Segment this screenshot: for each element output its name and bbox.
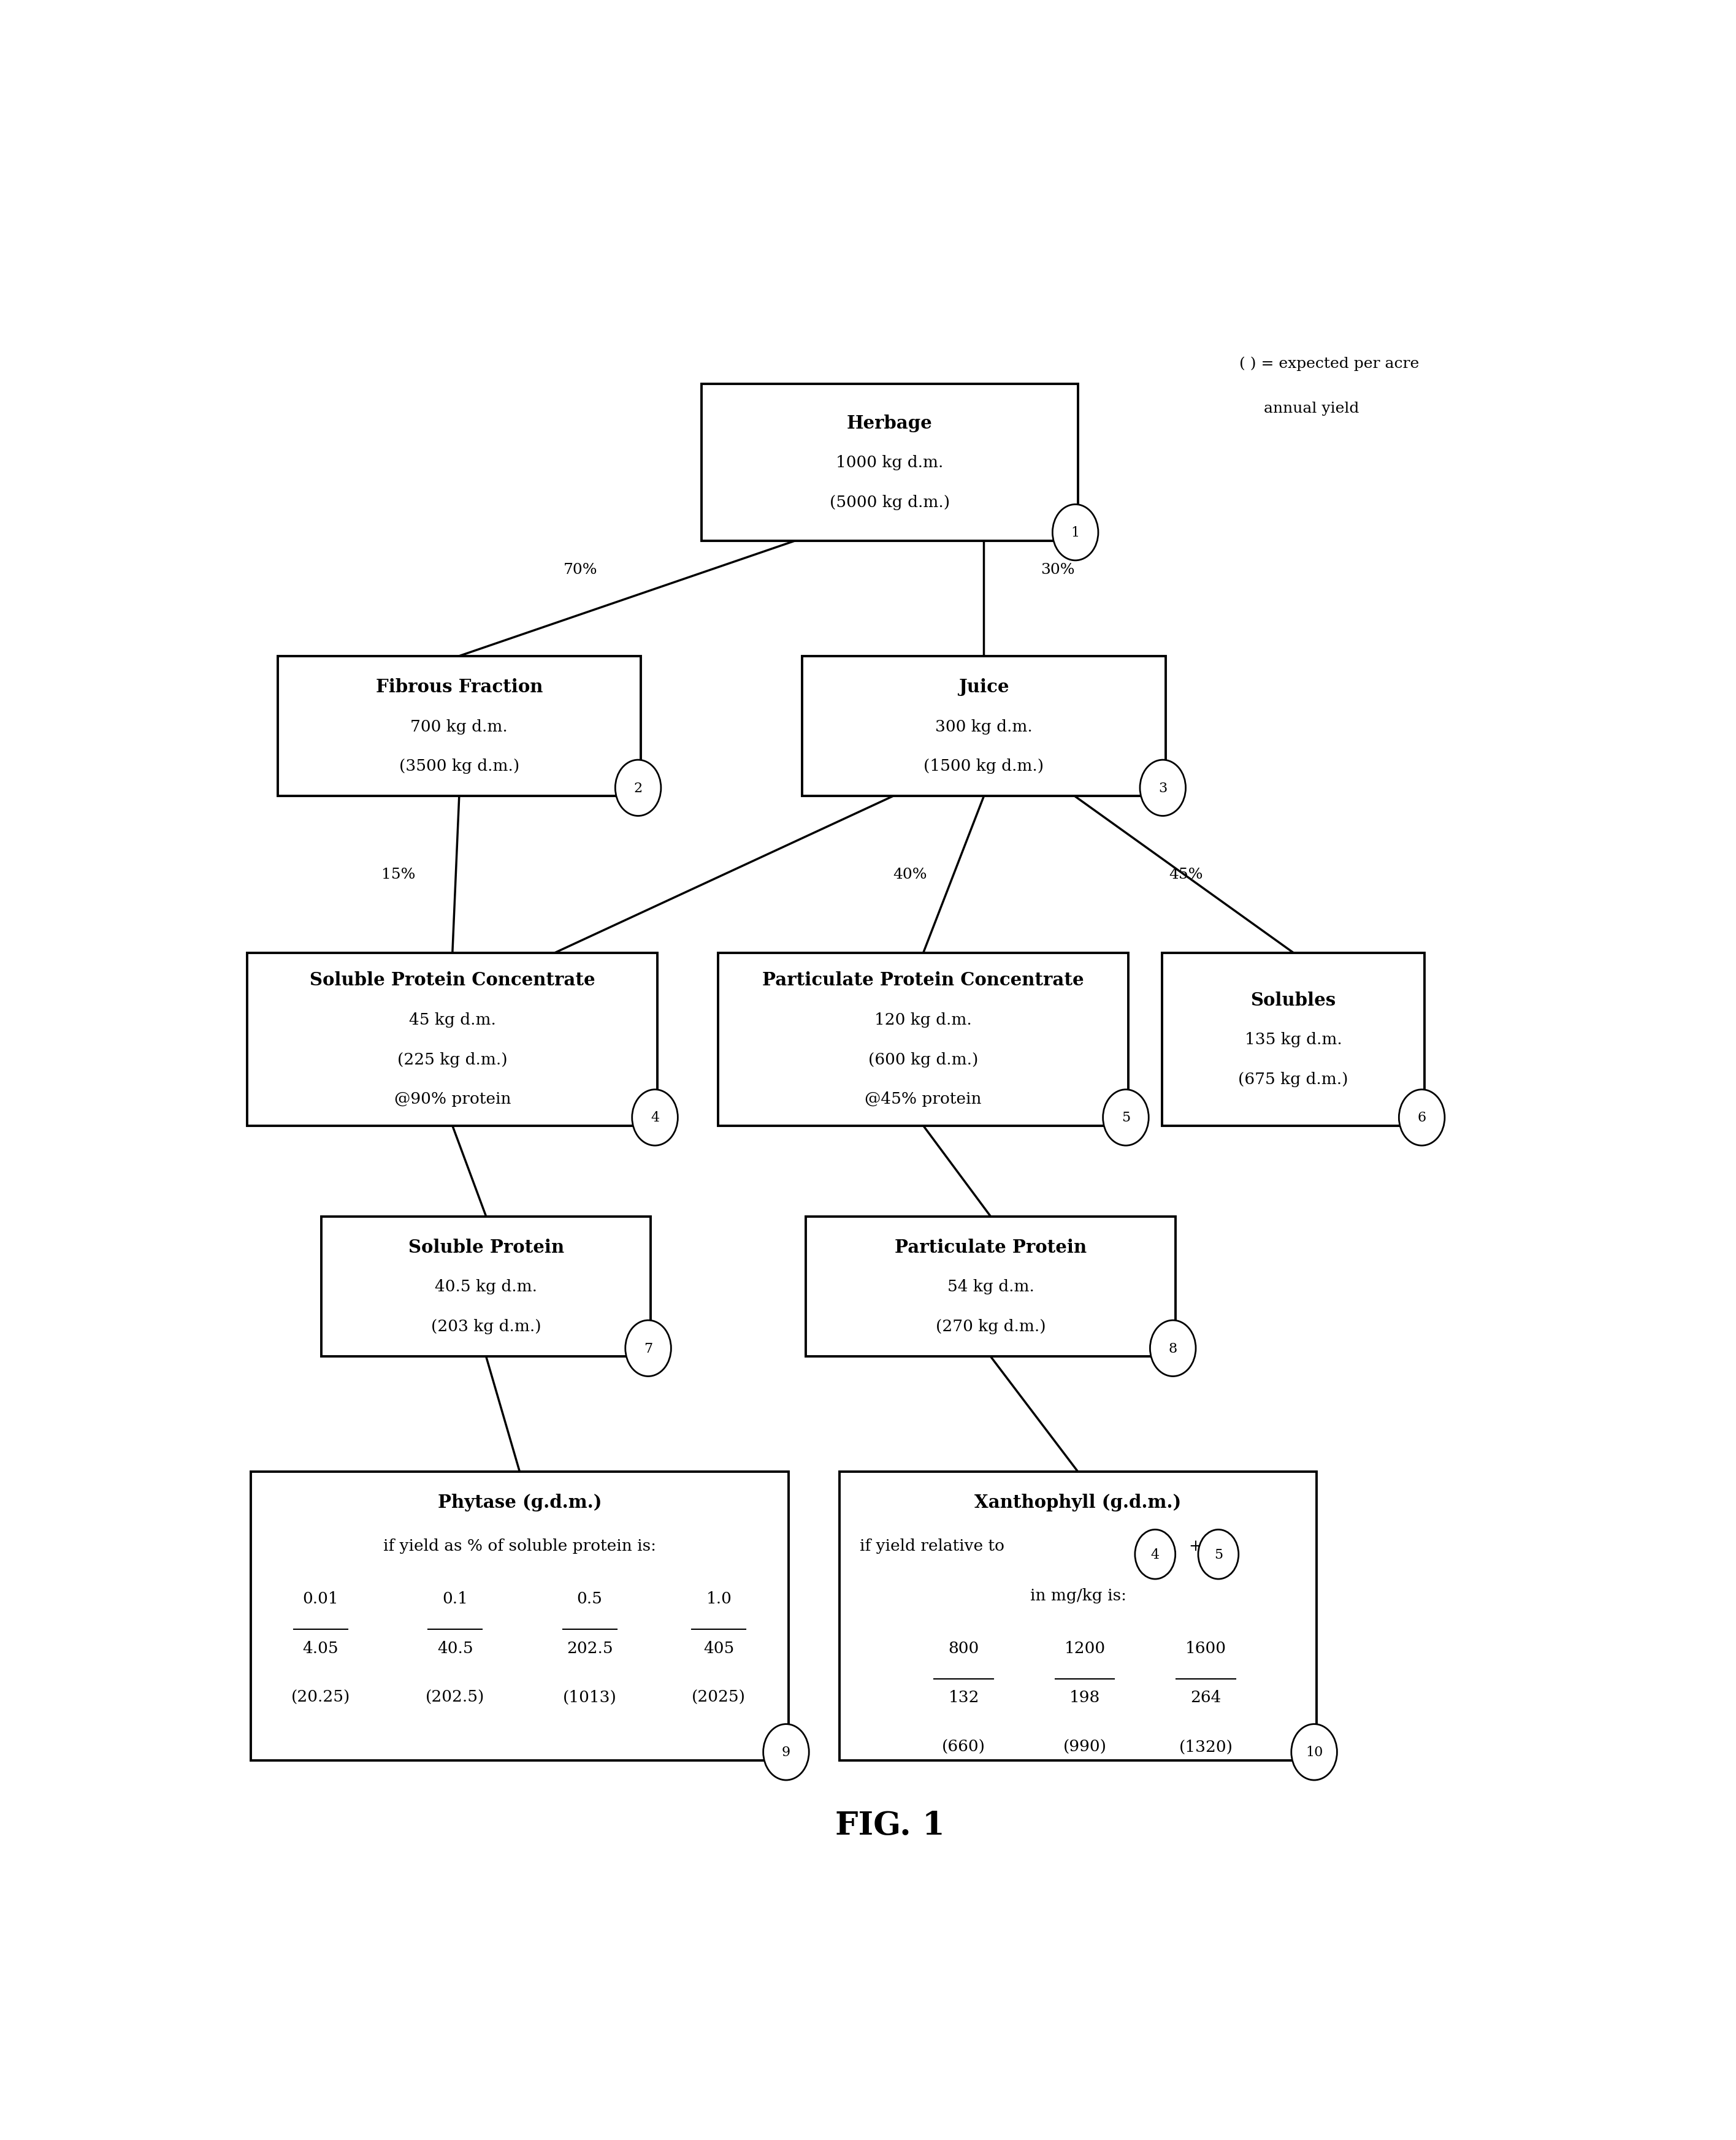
Circle shape bbox=[764, 1725, 809, 1780]
Circle shape bbox=[615, 760, 661, 815]
Text: 40.5 kg d.m.: 40.5 kg d.m. bbox=[436, 1280, 536, 1295]
Circle shape bbox=[1141, 760, 1186, 815]
Text: 800: 800 bbox=[948, 1639, 979, 1656]
Text: @90% protein: @90% protein bbox=[394, 1091, 510, 1106]
Text: (5000 kg d.m.): (5000 kg d.m.) bbox=[830, 494, 950, 509]
Text: (660): (660) bbox=[943, 1740, 986, 1755]
Circle shape bbox=[1102, 1089, 1149, 1145]
Text: Particulate Protein: Particulate Protein bbox=[894, 1239, 1087, 1256]
Text: if yield relative to: if yield relative to bbox=[859, 1539, 1009, 1554]
Text: 5: 5 bbox=[1121, 1111, 1130, 1124]
Text: Soluble Protein Concentrate: Soluble Protein Concentrate bbox=[309, 972, 595, 989]
FancyBboxPatch shape bbox=[719, 952, 1128, 1126]
Text: 6: 6 bbox=[1418, 1111, 1427, 1124]
Circle shape bbox=[1135, 1530, 1175, 1579]
FancyBboxPatch shape bbox=[278, 657, 641, 796]
Text: (675 kg d.m.): (675 kg d.m.) bbox=[1238, 1072, 1349, 1087]
Text: Fibrous Fraction: Fibrous Fraction bbox=[375, 678, 543, 696]
Text: annual yield: annual yield bbox=[1240, 402, 1359, 415]
Text: (1320): (1320) bbox=[1179, 1740, 1233, 1755]
Text: 1000 kg d.m.: 1000 kg d.m. bbox=[837, 456, 943, 471]
Text: (2025): (2025) bbox=[693, 1691, 746, 1706]
Text: 4.05: 4.05 bbox=[302, 1639, 339, 1656]
Text: 10: 10 bbox=[1305, 1746, 1323, 1759]
Text: 120 kg d.m.: 120 kg d.m. bbox=[875, 1012, 972, 1027]
Text: 15%: 15% bbox=[382, 867, 415, 882]
Text: (225 kg d.m.): (225 kg d.m.) bbox=[398, 1051, 507, 1068]
Text: Particulate Protein Concentrate: Particulate Protein Concentrate bbox=[762, 972, 1085, 989]
Text: Soluble Protein: Soluble Protein bbox=[408, 1239, 564, 1256]
Text: 4: 4 bbox=[1151, 1547, 1160, 1562]
Text: 300 kg d.m.: 300 kg d.m. bbox=[936, 719, 1033, 734]
Text: 1600: 1600 bbox=[1186, 1639, 1226, 1656]
Text: ( ) = expected per acre: ( ) = expected per acre bbox=[1240, 357, 1420, 370]
FancyBboxPatch shape bbox=[250, 1472, 788, 1761]
Circle shape bbox=[1198, 1530, 1238, 1579]
FancyBboxPatch shape bbox=[701, 385, 1078, 541]
Text: 4: 4 bbox=[651, 1111, 660, 1124]
Text: 1: 1 bbox=[1071, 526, 1080, 539]
Text: (270 kg d.m.): (270 kg d.m.) bbox=[936, 1318, 1045, 1333]
Text: 54 kg d.m.: 54 kg d.m. bbox=[948, 1280, 1035, 1295]
Text: (202.5): (202.5) bbox=[425, 1691, 484, 1706]
Text: @45% protein: @45% protein bbox=[865, 1091, 983, 1106]
Circle shape bbox=[1052, 505, 1099, 561]
Text: 45 kg d.m.: 45 kg d.m. bbox=[410, 1012, 496, 1027]
Circle shape bbox=[1292, 1725, 1337, 1780]
Text: if yield as % of soluble protein is:: if yield as % of soluble protein is: bbox=[384, 1539, 656, 1554]
Text: 135 kg d.m.: 135 kg d.m. bbox=[1245, 1031, 1342, 1046]
Text: in mg/kg is:: in mg/kg is: bbox=[1029, 1588, 1127, 1603]
FancyBboxPatch shape bbox=[806, 1218, 1175, 1357]
Text: 30%: 30% bbox=[1042, 563, 1075, 578]
Text: 1.0: 1.0 bbox=[707, 1590, 731, 1605]
Text: Phytase (g.d.m.): Phytase (g.d.m.) bbox=[437, 1494, 602, 1511]
Text: 1200: 1200 bbox=[1064, 1639, 1106, 1656]
Text: 3: 3 bbox=[1158, 781, 1167, 794]
FancyBboxPatch shape bbox=[247, 952, 658, 1126]
Text: (600 kg d.m.): (600 kg d.m.) bbox=[868, 1051, 979, 1068]
Text: 202.5: 202.5 bbox=[566, 1639, 613, 1656]
FancyBboxPatch shape bbox=[321, 1218, 651, 1357]
Text: 0.5: 0.5 bbox=[576, 1590, 602, 1605]
Text: 70%: 70% bbox=[562, 563, 597, 578]
Circle shape bbox=[1149, 1320, 1196, 1376]
Text: (990): (990) bbox=[1062, 1740, 1106, 1755]
FancyBboxPatch shape bbox=[838, 1472, 1318, 1761]
Text: Xanthophyll (g.d.m.): Xanthophyll (g.d.m.) bbox=[974, 1494, 1182, 1511]
Text: 9: 9 bbox=[781, 1746, 790, 1759]
Text: Herbage: Herbage bbox=[847, 415, 932, 432]
Text: 405: 405 bbox=[703, 1639, 734, 1656]
Text: 40%: 40% bbox=[892, 867, 927, 882]
Text: 198: 198 bbox=[1069, 1691, 1101, 1706]
FancyBboxPatch shape bbox=[1161, 952, 1425, 1126]
Text: Solubles: Solubles bbox=[1250, 991, 1337, 1008]
Text: 700 kg d.m.: 700 kg d.m. bbox=[410, 719, 509, 734]
Text: 45%: 45% bbox=[1168, 867, 1203, 882]
Text: 0.1: 0.1 bbox=[443, 1590, 469, 1605]
Text: 5: 5 bbox=[1213, 1547, 1222, 1562]
Text: (3500 kg d.m.): (3500 kg d.m.) bbox=[399, 758, 519, 775]
Text: 2: 2 bbox=[634, 781, 642, 794]
Text: 40.5: 40.5 bbox=[437, 1639, 474, 1656]
Text: (1013): (1013) bbox=[562, 1691, 616, 1706]
Text: 0.01: 0.01 bbox=[302, 1590, 339, 1605]
Text: 264: 264 bbox=[1191, 1691, 1222, 1706]
Text: (20.25): (20.25) bbox=[292, 1691, 351, 1706]
FancyBboxPatch shape bbox=[802, 657, 1165, 796]
Circle shape bbox=[625, 1320, 672, 1376]
Text: (203 kg d.m.): (203 kg d.m.) bbox=[431, 1318, 542, 1333]
Text: (1500 kg d.m.): (1500 kg d.m.) bbox=[924, 758, 1043, 775]
Text: 8: 8 bbox=[1168, 1342, 1177, 1355]
Text: +: + bbox=[1189, 1539, 1203, 1554]
Circle shape bbox=[1399, 1089, 1444, 1145]
Text: 132: 132 bbox=[948, 1691, 979, 1706]
Text: 7: 7 bbox=[644, 1342, 653, 1355]
Text: FIG. 1: FIG. 1 bbox=[835, 1810, 944, 1840]
Text: Juice: Juice bbox=[958, 678, 1009, 696]
Circle shape bbox=[632, 1089, 677, 1145]
